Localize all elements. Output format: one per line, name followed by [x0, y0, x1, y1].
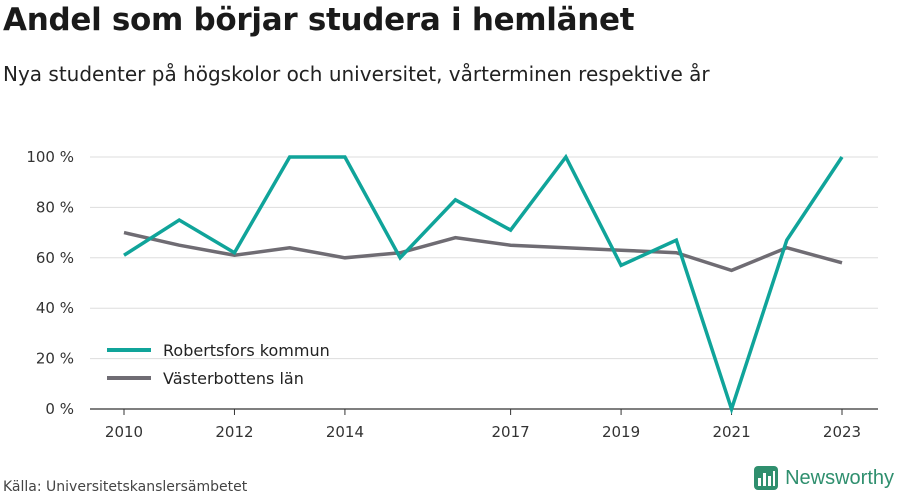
- chart-title: Andel som börjar studera i hemlänet: [3, 2, 635, 38]
- axes: 0 % 20 % 40 % 60 % 80 % 100 % 2010 2012 2014 2017…: [26, 148, 878, 441]
- newsworthy-logo-icon: [754, 466, 779, 490]
- y-tick-label: 0 %: [45, 400, 74, 418]
- legend: Robertsfors kommun Västerbottens län: [107, 341, 330, 388]
- x-tick-label: 2014: [326, 423, 364, 441]
- chart-subtitle: Nya studenter på högskolor och universit…: [3, 62, 710, 86]
- y-tick-label: 20 %: [36, 350, 74, 368]
- x-tick-label: 2021: [712, 423, 750, 441]
- series-lines: [123, 153, 844, 415]
- brand-logo[interactable]: Newsworthy: [753, 465, 894, 491]
- series-line-vasterbotten: [123, 230, 843, 273]
- x-tick-label: 2023: [823, 423, 861, 441]
- x-tick-label: 2019: [602, 423, 640, 441]
- source-note: Källa: Universitetskanslersämbetet: [3, 479, 248, 495]
- grid-lines: [90, 156, 878, 360]
- x-tick-label: 2010: [105, 423, 143, 441]
- y-tick-label: 40 %: [36, 299, 74, 317]
- y-tick-label: 100 %: [26, 148, 74, 166]
- y-tick-label: 60 %: [36, 249, 74, 267]
- brand-name: Newsworthy: [785, 466, 894, 489]
- legend-label: Robertsfors kommun: [163, 341, 330, 360]
- y-tick-label: 80 %: [36, 198, 74, 216]
- x-tick-label: 2012: [215, 423, 253, 441]
- x-tick-label: 2017: [492, 423, 530, 441]
- legend-label: Västerbottens län: [163, 369, 304, 388]
- series-line-robertsfors: [123, 153, 844, 415]
- line-chart: 0 % 20 % 40 % 60 % 80 % 100 % 2010 2012 2014 2017…: [26, 148, 878, 441]
